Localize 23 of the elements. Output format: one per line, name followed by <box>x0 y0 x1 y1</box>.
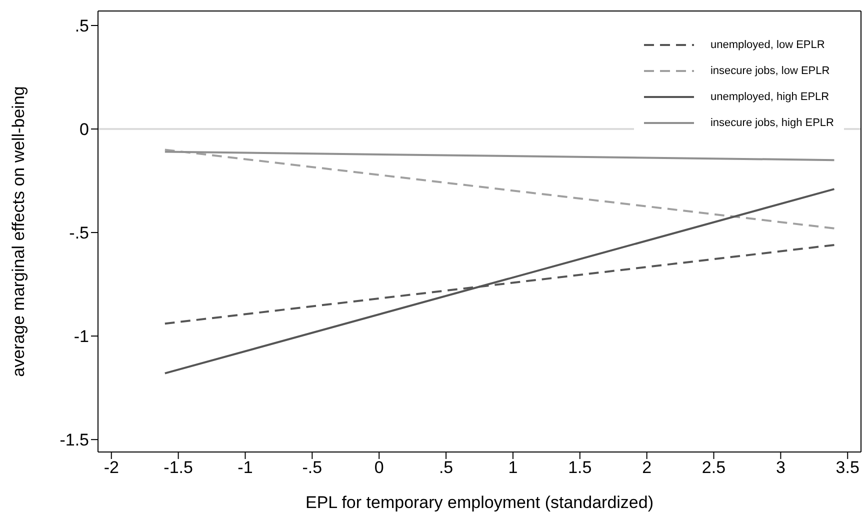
x-tick-label: 2 <box>642 458 652 478</box>
x-tick-label: -2 <box>104 458 119 478</box>
legend-label: insecure jobs, low EPLR <box>710 65 830 77</box>
legend-label: unemployed, high EPLR <box>710 91 830 103</box>
x-tick-label: 0 <box>374 458 384 478</box>
x-tick-label: -.5 <box>302 458 322 478</box>
x-tick-label: -1 <box>238 458 253 478</box>
x-axis-title: EPL for temporary employment (standardized) <box>305 493 654 512</box>
x-tick-label: -1.5 <box>164 458 193 478</box>
legend-label: unemployed, low EPLR <box>710 39 825 51</box>
y-axis-title: average marginal effects on well-being <box>9 86 28 377</box>
y-tick-label: 0 <box>80 120 89 140</box>
y-tick-label: -.5 <box>69 224 89 243</box>
y-tick-label: -1.5 <box>60 430 89 450</box>
x-tick-label: .5 <box>438 458 454 478</box>
x-tick-label: 3 <box>776 458 786 478</box>
x-tick-label: 1.5 <box>568 458 592 478</box>
legend-label: insecure jobs, high EPLR <box>710 117 834 129</box>
x-tick-label: 1 <box>508 458 518 478</box>
x-tick-label: 3.5 <box>836 458 860 478</box>
x-tick-label: 2.5 <box>702 458 726 478</box>
y-tick-label: .5 <box>74 16 89 36</box>
y-tick-label: -1 <box>74 327 89 346</box>
